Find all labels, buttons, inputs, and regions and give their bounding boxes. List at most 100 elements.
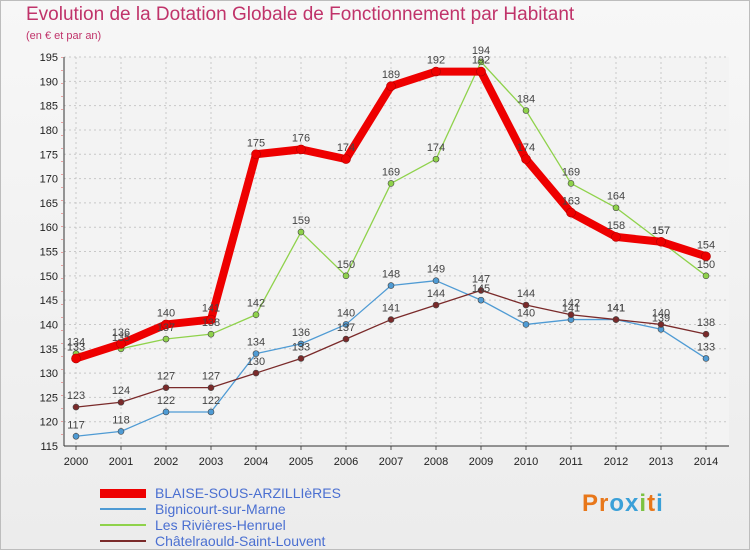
axes: 115 120 125 130 135 140 145 150 155 160 165 170 175 1… [40, 52, 729, 468]
data-label-bignicourt-sur-marne: 140 [517, 307, 535, 319]
data-point-blaise-sous-arzillieres [251, 149, 261, 160]
data-label-blaise-sous-arzillieres: 157 [652, 225, 670, 237]
proxiti-logo: Proxiti [582, 490, 664, 518]
x-tick-label: 2002 [154, 456, 178, 468]
data-point-blaise-sous-arzillieres [566, 207, 576, 218]
y-tick-label: 165 [40, 198, 58, 210]
data-point-les-rivieres-henruel [702, 272, 710, 280]
data-label-les-rivieres-henruel: 157 [652, 225, 670, 237]
x-tick-label: 2009 [469, 456, 493, 468]
data-point-bignicourt-sur-marne [207, 408, 215, 416]
data-label-chatelraould-saint-louvent: 141 [382, 303, 400, 315]
data-label-chatelraould-saint-louvent: 133 [292, 341, 310, 353]
data-point-chatelraould-saint-louvent [72, 403, 80, 411]
data-point-les-rivieres-henruel [612, 204, 620, 212]
data-point-blaise-sous-arzillieres [161, 319, 171, 330]
x-tick-label: 2013 [649, 456, 673, 468]
y-tick-label: 150 [40, 271, 58, 283]
data-point-chatelraould-saint-louvent [432, 301, 440, 309]
data-label-blaise-sous-arzillieres: 141 [202, 303, 220, 315]
data-point-les-rivieres-henruel [387, 180, 395, 187]
data-label-chatelraould-saint-louvent: 127 [202, 371, 220, 383]
data-point-les-rivieres-henruel [477, 58, 485, 66]
data-label-blaise-sous-arzillieres: 192 [472, 55, 490, 67]
data-label-les-rivieres-henruel: 142 [247, 298, 265, 310]
data-label-les-rivieres-henruel: 150 [337, 259, 355, 271]
data-point-les-rivieres-henruel [567, 180, 575, 187]
data-point-blaise-sous-arzillieres [71, 353, 81, 364]
y-tick-label: 180 [40, 125, 58, 137]
logo-letter: P [582, 490, 600, 517]
data-label-blaise-sous-arzillieres: 163 [562, 196, 580, 208]
data-point-chatelraould-saint-louvent [252, 369, 260, 377]
data-label-chatelraould-saint-louvent: 124 [112, 385, 130, 397]
data-point-chatelraould-saint-louvent [342, 335, 350, 343]
data-point-chatelraould-saint-louvent [612, 316, 620, 323]
data-label-chatelraould-saint-louvent: 144 [427, 288, 445, 300]
line-chart: 115 120 125 130 135 140 145 150 155 160 165 170 175 1… [40, 45, 729, 468]
data-point-les-rivieres-henruel [252, 311, 260, 319]
logo-letter: o [609, 490, 626, 517]
data-label-blaise-sous-arzillieres: 154 [697, 239, 715, 251]
data-label-les-rivieres-henruel: 135 [112, 332, 130, 344]
data-label-bignicourt-sur-marne: 122 [202, 395, 220, 407]
y-tick-label: 115 [40, 441, 58, 453]
data-label-chatelraould-saint-louvent: 147 [472, 273, 490, 285]
data-label-chatelraould-saint-louvent: 130 [247, 356, 265, 368]
data-label-bignicourt-sur-marne: 148 [382, 269, 400, 281]
x-tick-label: 2006 [334, 456, 358, 468]
data-label-chatelraould-saint-louvent: 141 [607, 303, 625, 315]
data-label-blaise-sous-arzillieres: 192 [427, 55, 445, 67]
data-point-bignicourt-sur-marne [162, 408, 170, 416]
logo-letter: x [625, 490, 640, 517]
data-point-chatelraould-saint-louvent [702, 330, 710, 338]
y-tick-label: 145 [40, 295, 58, 307]
data-point-chatelraould-saint-louvent [387, 316, 395, 323]
data-label-bignicourt-sur-marne: 118 [112, 414, 130, 426]
y-tick-label: 175 [40, 149, 58, 161]
data-label-bignicourt-sur-marne: 145 [472, 283, 490, 295]
data-point-les-rivieres-henruel [342, 272, 350, 280]
x-tick-label: 2011 [559, 456, 583, 468]
data-point-chatelraould-saint-louvent [567, 311, 575, 319]
data-point-blaise-sous-arzillieres [296, 144, 306, 155]
y-tick-label: 125 [40, 392, 58, 404]
data-label-bignicourt-sur-marne: 117 [67, 419, 85, 431]
data-point-blaise-sous-arzillieres [341, 154, 351, 164]
data-point-bignicourt-sur-marne [72, 432, 80, 440]
data-point-bignicourt-sur-marne [117, 428, 125, 435]
legend-label: BLAISE-SOUS-ARZILLIèRES [155, 485, 341, 501]
data-point-les-rivieres-henruel [162, 335, 170, 343]
data-point-blaise-sous-arzillieres [116, 339, 126, 349]
data-point-chatelraould-saint-louvent [297, 355, 305, 362]
data-point-bignicourt-sur-marne [522, 321, 530, 328]
y-tick-label: 120 [40, 417, 58, 429]
data-label-bignicourt-sur-marne: 149 [427, 264, 445, 276]
data-label-blaise-sous-arzillieres: 174 [337, 142, 355, 154]
data-label-blaise-sous-arzillieres: 136 [112, 327, 130, 339]
y-tick-label: 190 [40, 76, 58, 88]
chart-title: Evolution de la Dotation Globale de Fonc… [26, 4, 575, 25]
x-tick-label: 2007 [379, 456, 403, 468]
data-point-chatelraould-saint-louvent [522, 301, 530, 309]
data-point-bignicourt-sur-marne [477, 296, 485, 304]
legend-label: Châtelraould-Saint-Louvent [155, 533, 326, 549]
data-label-bignicourt-sur-marne: 134 [247, 337, 265, 349]
legend-label: Bignicourt-sur-Marne [155, 501, 286, 517]
y-tick-label: 140 [40, 319, 58, 331]
data-label-bignicourt-sur-marne: 141 [607, 303, 625, 315]
x-tick-label: 2005 [289, 456, 313, 468]
y-tick-label: 170 [40, 174, 58, 186]
data-point-blaise-sous-arzillieres [701, 251, 711, 262]
data-point-bignicourt-sur-marne [387, 282, 395, 289]
x-tick-label: 2001 [109, 456, 133, 468]
data-label-blaise-sous-arzillieres: 158 [607, 220, 625, 232]
logo-letter: i [656, 490, 664, 517]
data-label-chatelraould-saint-louvent: 123 [67, 390, 85, 402]
data-point-chatelraould-saint-louvent [207, 384, 215, 391]
logo-letter: t [647, 490, 657, 517]
legend-swatch [100, 524, 146, 526]
data-label-blaise-sous-arzillieres: 174 [517, 142, 535, 154]
x-tick-label: 2004 [244, 456, 268, 468]
x-tick-label: 2012 [604, 456, 628, 468]
